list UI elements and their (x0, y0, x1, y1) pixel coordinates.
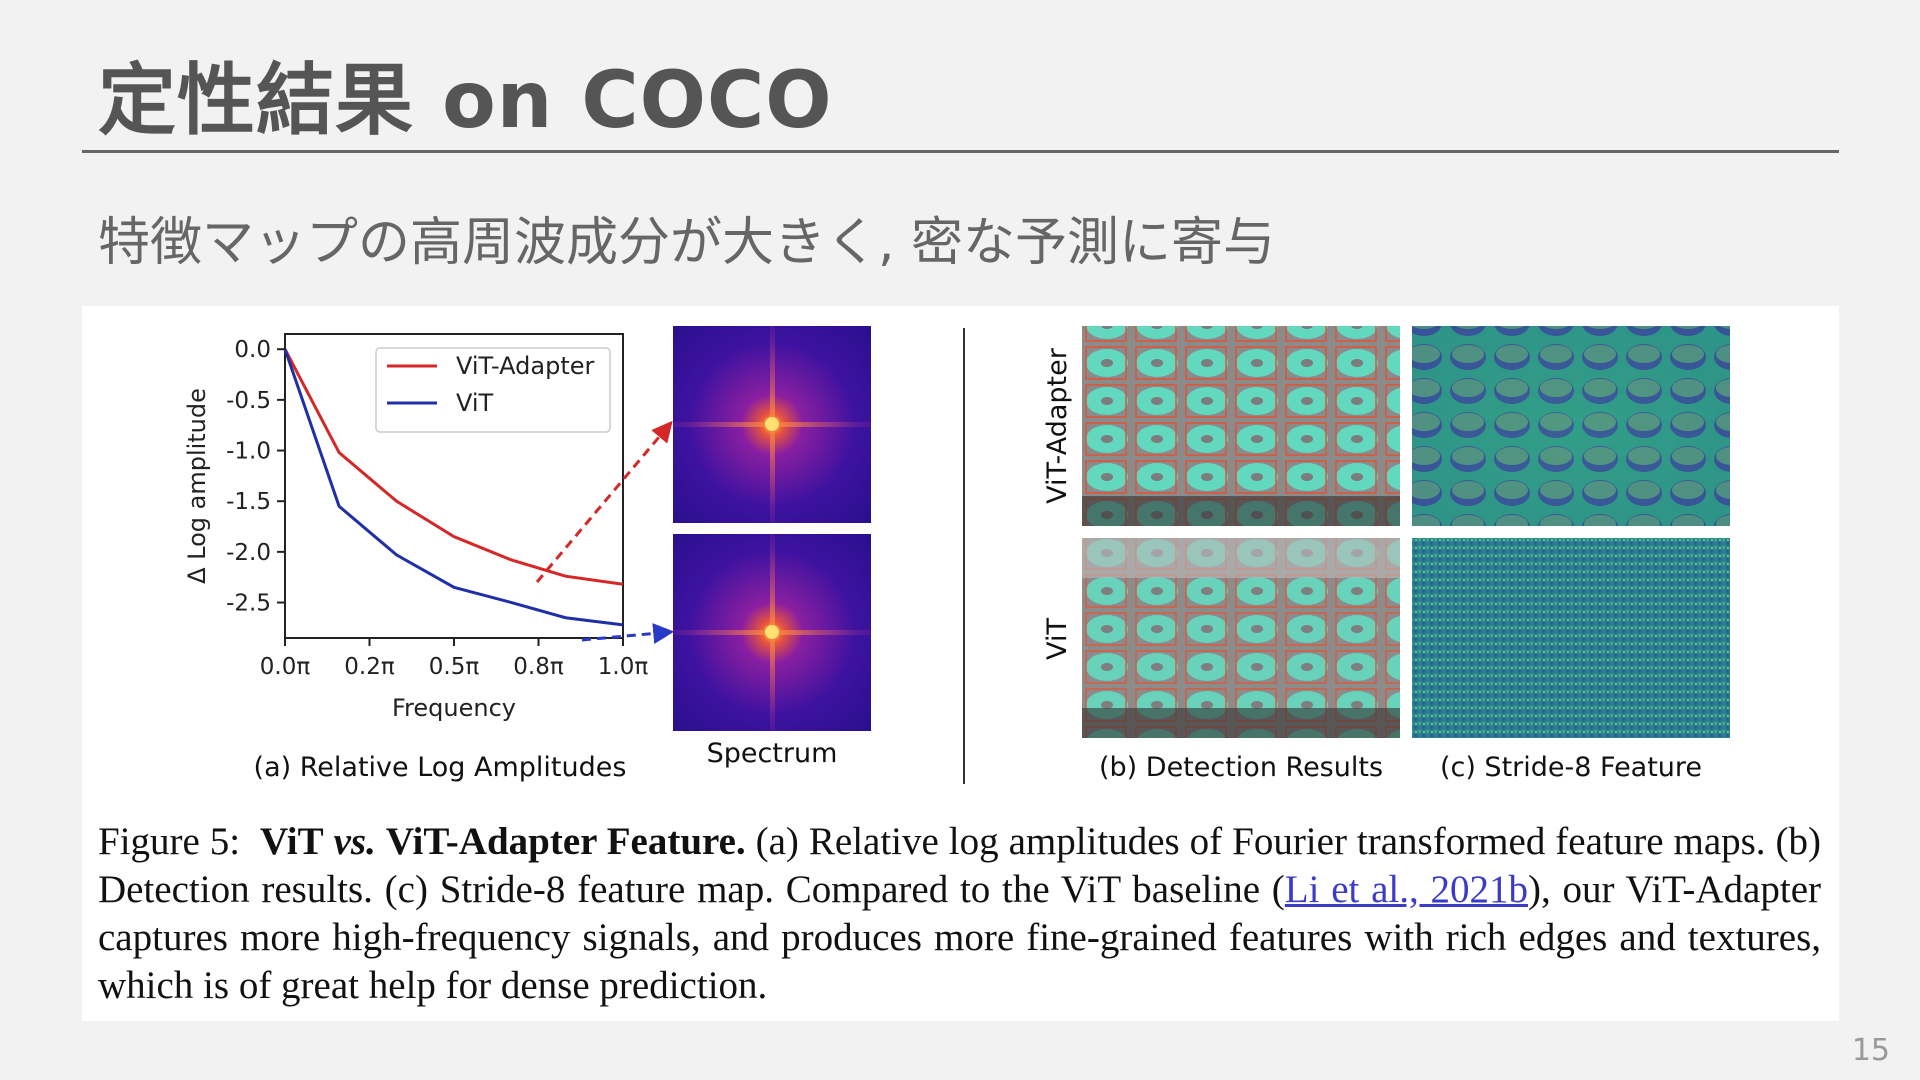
citation-link[interactable]: Li et al., 2021b (1284, 868, 1528, 911)
panel-b-caption: (b) Detection Results (1099, 752, 1383, 783)
y-axis-label: Δ Log amplitude (183, 388, 211, 584)
slide-subtitle: 特徴マップの高周波成分が大きく, 密な予測に寄与 (98, 213, 1276, 273)
detection-image-vit (1082, 538, 1400, 738)
x-tick-label: 0.2π (344, 654, 395, 680)
panel-a-caption: (a) Relative Log Amplitudes (254, 752, 627, 783)
arrow-to-adapter-spectrum (535, 420, 673, 583)
x-tick-label: 0.5π (429, 654, 480, 680)
detection-image-adapter (1082, 326, 1400, 526)
figure-panel: 0.0 -0.5 -1.0 -1.5 -2.0 -2.5 0.0π 0.2π 0.5π 0.8π… (82, 306, 1839, 1021)
y-tick-label: -2.0 (226, 540, 271, 566)
x-tick-label: 1.0π (598, 654, 649, 680)
row-label-vit: ViT (1042, 618, 1073, 660)
log-amplitude-chart: 0.0 -0.5 -1.0 -1.5 -2.0 -2.5 0.0π 0.2π 0.5π 0.8π… (183, 333, 649, 783)
figure-graphic: 0.0 -0.5 -1.0 -1.5 -2.0 -2.5 0.0π 0.2π 0.5π 0.8π… (183, 326, 1730, 784)
chart-legend: ViT-Adapter ViT (375, 347, 611, 433)
spectrum-label: Spectrum (707, 738, 838, 769)
panel-c-caption: (c) Stride-8 Feature (1440, 752, 1702, 783)
caption-text-2: ), our ViT-Adapter captures more high-fr… (98, 868, 1822, 1007)
caption-bold-title: ViT-Adapter Feature. (385, 820, 746, 863)
x-tick-label: 0.8π (513, 654, 564, 680)
caption-vs: vs. (333, 820, 376, 863)
row-label-vit-adapter: ViT-Adapter (1042, 347, 1073, 504)
y-tick-label: -0.5 (226, 388, 271, 414)
y-tick-label: -1.0 (226, 439, 271, 465)
spectrum-adapter (673, 326, 871, 523)
y-tick-label: -1.5 (226, 489, 271, 515)
feature-map-vit (1412, 538, 1730, 738)
y-tick-label: -2.5 (226, 591, 271, 617)
caption-bold-vit: ViT (260, 820, 324, 863)
legend-label-vit: ViT (456, 389, 494, 417)
page-number: 15 (1851, 1033, 1890, 1068)
title-divider (82, 150, 1839, 153)
feature-map-adapter (1412, 326, 1730, 526)
caption-text-1: (a) Relative log amplitudes of Fourier t… (98, 820, 1821, 911)
y-tick-label: 0.0 (234, 337, 271, 363)
x-axis-label: Frequency (392, 694, 516, 722)
x-tick-label: 0.0π (260, 654, 311, 680)
figure-caption: Figure 5: ViT vs. ViT-Adapter Feature. (… (98, 818, 1821, 1010)
spectrum-vit (673, 534, 871, 731)
caption-lead: Figure 5: (98, 820, 241, 863)
slide-title: 定性結果 on COCO (98, 56, 833, 146)
legend-label-vit-adapter: ViT-Adapter (456, 352, 594, 380)
